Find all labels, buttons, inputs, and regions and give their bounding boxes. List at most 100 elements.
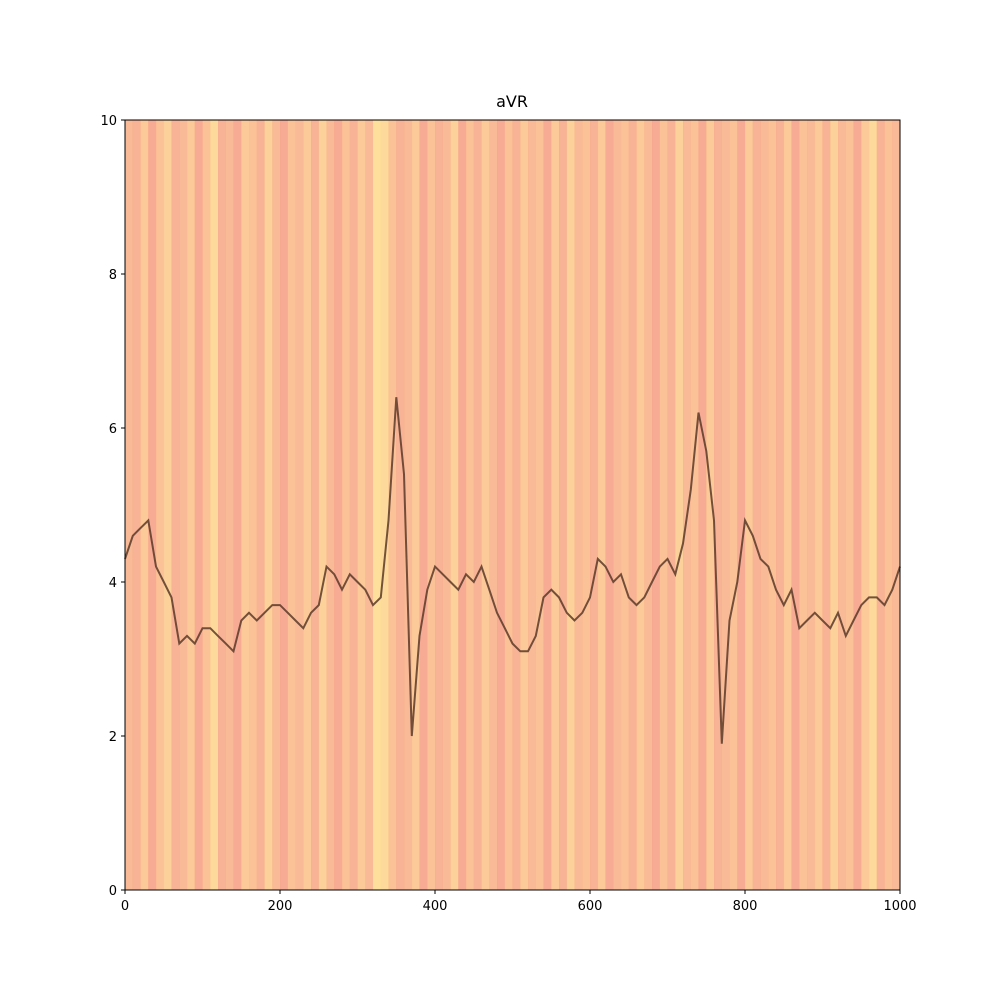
heat-stripe: [396, 120, 405, 890]
heat-stripe: [791, 120, 800, 890]
heat-stripe: [140, 120, 149, 890]
heat-stripe: [349, 120, 358, 890]
heat-stripe: [535, 120, 544, 890]
heat-stripe: [582, 120, 591, 890]
heat-stripe: [148, 120, 157, 890]
plot-frame: [124, 119, 901, 891]
heat-stripe: [287, 120, 296, 890]
heat-stripe: [783, 120, 792, 890]
heat-stripe: [218, 120, 227, 890]
heat-stripe: [380, 120, 389, 890]
heat-stripe: [187, 120, 196, 890]
heat-stripe: [768, 120, 777, 890]
x-tick-label: 400: [423, 899, 448, 914]
heat-stripe: [357, 120, 366, 890]
heat-stripe: [132, 120, 141, 890]
heat-stripe: [884, 120, 893, 890]
heat-stripe: [807, 120, 816, 890]
heat-stripe: [450, 120, 459, 890]
chart-title: aVR: [496, 92, 528, 111]
heat-stripe: [853, 120, 862, 890]
heat-stripe: [225, 120, 234, 890]
heat-stripe: [799, 120, 808, 890]
heat-stripe: [280, 120, 289, 890]
heat-stripe: [520, 120, 529, 890]
heat-stripe: [411, 120, 420, 890]
heat-stripe: [163, 120, 172, 890]
heat-stripe: [543, 120, 552, 890]
heat-stripe: [613, 120, 622, 890]
heat-stripe: [210, 120, 219, 890]
heat-stripe: [334, 120, 343, 890]
x-tick-label: 600: [578, 899, 603, 914]
heat-stripe: [683, 120, 692, 890]
heat-stripe: [845, 120, 854, 890]
heat-stripe: [590, 120, 599, 890]
heat-stripe: [326, 120, 335, 890]
heat-stripe: [233, 120, 242, 890]
heat-stripe: [256, 120, 265, 890]
heat-stripe: [652, 120, 661, 890]
heat-stripe: [698, 120, 707, 890]
heat-stripe: [644, 120, 653, 890]
heat-stripe: [551, 120, 560, 890]
heat-stripe: [830, 120, 839, 890]
heat-stripe: [675, 120, 684, 890]
heat-stripe: [574, 120, 583, 890]
heat-stripe: [636, 120, 645, 890]
x-tick-label: 800: [733, 899, 758, 914]
heat-stripe: [272, 120, 281, 890]
heat-stripe: [497, 120, 506, 890]
heat-stripe: [667, 120, 676, 890]
heat-stripe: [435, 120, 444, 890]
heat-stripe: [869, 120, 878, 890]
heat-stripe: [597, 120, 606, 890]
heat-stripe: [776, 120, 785, 890]
heat-stripe: [241, 120, 250, 890]
x-tick-label: 1000: [883, 899, 916, 914]
heat-stripe: [566, 120, 575, 890]
heat-stripe: [752, 120, 761, 890]
heat-stripe: [892, 120, 901, 890]
heat-stripe: [861, 120, 870, 890]
heat-stripe: [404, 120, 413, 890]
heat-stripe: [365, 120, 374, 890]
heat-stripe: [559, 120, 568, 890]
heat-stripe: [760, 120, 769, 890]
heat-stripe: [295, 120, 304, 890]
heat-stripe: [318, 120, 327, 890]
heat-stripe: [125, 120, 134, 890]
heat-stripe: [714, 120, 723, 890]
heat-stripe: [458, 120, 467, 890]
heat-stripe: [706, 120, 715, 890]
y-tick-label: 2: [109, 730, 117, 745]
heat-stripe: [628, 120, 637, 890]
heat-stripe: [737, 120, 746, 890]
heat-stripe: [179, 120, 188, 890]
heat-stripe: [814, 120, 823, 890]
heat-stripe: [659, 120, 668, 890]
heat-stripe: [342, 120, 351, 890]
heat-stripe: [721, 120, 730, 890]
heat-stripe: [202, 120, 211, 890]
y-tick-label: 10: [100, 114, 117, 129]
x-tick-label: 200: [268, 899, 293, 914]
heat-stripe: [504, 120, 513, 890]
y-tick-label: 6: [109, 422, 117, 437]
heat-stripe: [427, 120, 436, 890]
heat-stripe: [605, 120, 614, 890]
heat-stripe: [822, 120, 831, 890]
data-line: [124, 397, 901, 744]
heat-stripe: [194, 120, 203, 890]
heat-stripe: [388, 120, 397, 890]
heat-stripe: [442, 120, 451, 890]
heat-stripe: [249, 120, 258, 890]
heat-stripe: [690, 120, 699, 890]
heat-stripe: [838, 120, 847, 890]
y-tick-label: 4: [109, 576, 117, 591]
y-tick-label: 0: [109, 884, 117, 899]
heat-stripe: [528, 120, 537, 890]
heat-stripe: [171, 120, 180, 890]
heat-stripe: [264, 120, 273, 890]
heat-stripe: [373, 120, 382, 890]
